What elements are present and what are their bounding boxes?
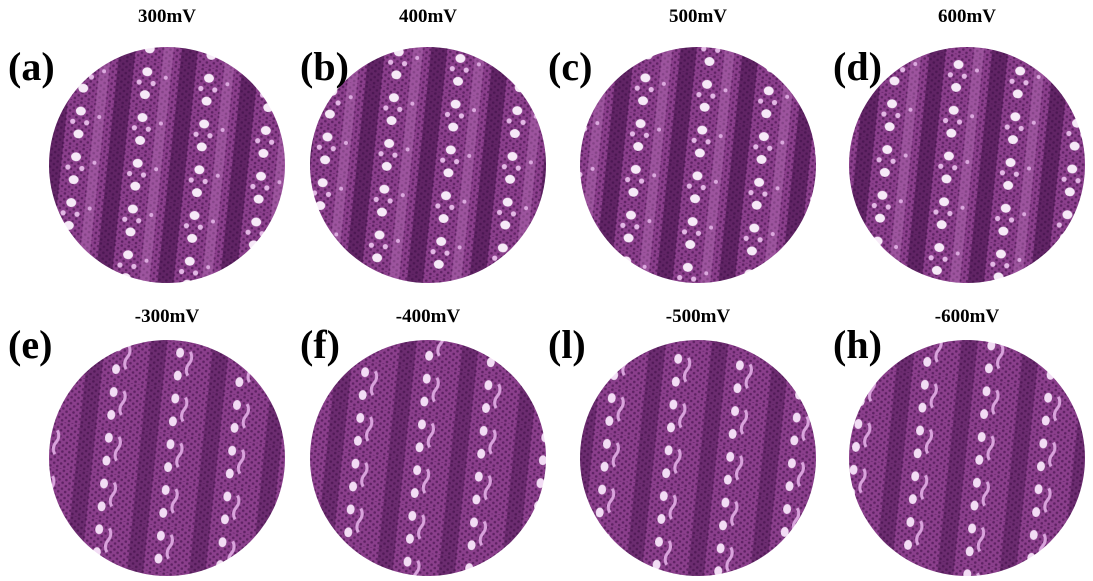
panel: 600mV (d) xyxy=(833,6,1085,283)
panel: 500mV (c) xyxy=(548,6,816,283)
bias-voltage: 500mV xyxy=(669,6,727,27)
stm-image xyxy=(849,47,1085,283)
figure: 300mV (a) 400mV (b) 500mV (c) 600mV (d) -300mV (e… xyxy=(0,0,1093,581)
panel: -500mV (l) xyxy=(548,306,816,576)
panel-label: (c) xyxy=(548,44,592,89)
panel: -300mV (e) xyxy=(8,306,285,576)
bias-voltage: -300mV xyxy=(135,306,200,327)
bias-voltage: 400mV xyxy=(399,6,457,27)
panel-label: (b) xyxy=(300,44,349,89)
panel-label: (d) xyxy=(833,44,882,89)
panel-label: (e) xyxy=(8,322,52,367)
bias-voltage: 600mV xyxy=(938,6,996,27)
panel-label: (h) xyxy=(833,322,882,367)
stm-image xyxy=(49,47,285,283)
panel-label: (a) xyxy=(8,44,55,89)
stm-image xyxy=(580,340,816,576)
panel: -600mV (h) xyxy=(833,306,1085,576)
panel: 300mV (a) xyxy=(8,6,285,283)
bias-voltage: -500mV xyxy=(666,306,731,327)
stm-image xyxy=(580,47,816,283)
bias-voltage: -400mV xyxy=(396,306,461,327)
panel-grid: 300mV (a) 400mV (b) 500mV (c) 600mV (d) -300mV (e… xyxy=(8,6,1085,576)
panel: -400mV (f) xyxy=(300,306,546,576)
stm-image xyxy=(49,340,285,576)
bias-voltage: -600mV xyxy=(935,306,1000,327)
bias-voltage: 300mV xyxy=(138,6,196,27)
panel: 400mV (b) xyxy=(300,6,546,283)
stm-image xyxy=(310,340,546,576)
panel-label: (f) xyxy=(300,322,340,367)
stm-image xyxy=(849,340,1085,576)
panel-label: (l) xyxy=(548,322,586,367)
